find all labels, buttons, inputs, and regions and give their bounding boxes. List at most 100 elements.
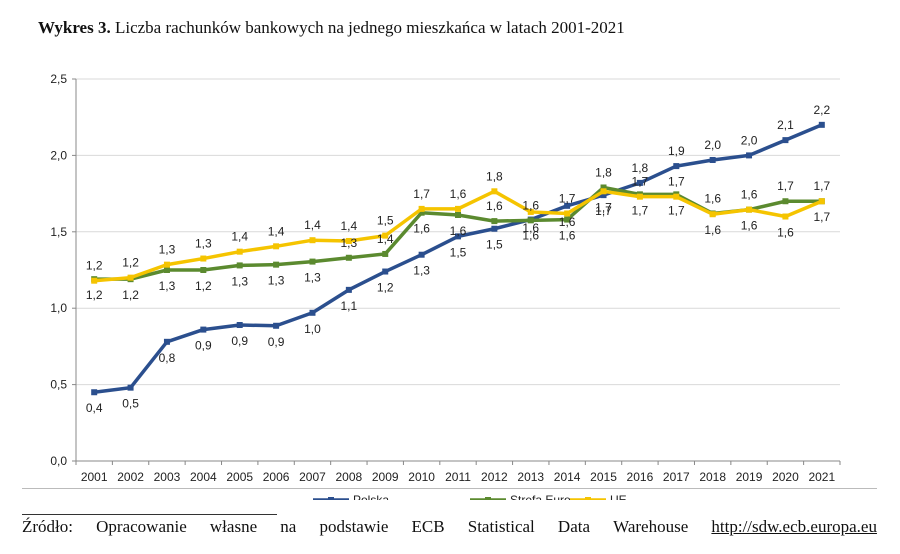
data-label-strefa-euro: 1,6 (522, 198, 539, 212)
x-tick-label: 2016 (627, 470, 654, 484)
data-point-polska (746, 152, 753, 159)
data-point-polska (564, 202, 571, 209)
legend-swatch-marker (328, 497, 334, 500)
data-label-ue: 1,6 (450, 187, 467, 201)
data-point-ue (273, 243, 280, 250)
data-point-ue (418, 205, 425, 212)
data-point-strefa-euro (309, 258, 316, 265)
data-label-strefa-euro: 1,3 (231, 274, 248, 288)
data-label-polska: 2,1 (777, 118, 794, 132)
data-point-strefa-euro (345, 254, 352, 261)
data-label-ue: 1,6 (741, 219, 758, 233)
source-word: podstawie (319, 517, 389, 536)
data-point-polska (273, 322, 280, 329)
chart-title: Wykres 3. Liczba rachunków bankowych na … (38, 18, 625, 38)
legend-label: Strefa Euro (510, 493, 571, 500)
data-label-strefa-euro: 1,8 (595, 165, 612, 179)
data-label-polska: 1,9 (668, 144, 685, 158)
data-label-ue: 1,7 (813, 210, 830, 224)
x-tick-label: 2001 (81, 470, 108, 484)
data-point-ue (600, 188, 607, 195)
source-word: własne (209, 517, 258, 536)
data-label-ue: 1,4 (341, 219, 358, 233)
data-label-polska: 1,1 (341, 299, 358, 313)
data-point-polska (163, 338, 170, 345)
data-point-strefa-euro (273, 261, 280, 268)
data-label-ue: 1,4 (231, 230, 248, 244)
data-label-ue: 1,7 (559, 191, 576, 205)
legend-swatch-marker (585, 497, 591, 500)
data-point-ue (127, 274, 134, 281)
series-group (91, 121, 825, 396)
legend: Polska Strefa Euro UE (313, 493, 627, 500)
data-point-polska (782, 137, 789, 144)
data-point-polska (491, 225, 498, 232)
source-link[interactable]: http://sdw.ecb.europa.eu (711, 517, 877, 536)
data-label-polska: 1,2 (377, 281, 394, 295)
data-label-polska: 1,7 (595, 204, 612, 218)
data-point-ue (818, 198, 825, 205)
data-label-ue: 1,6 (704, 223, 721, 237)
data-point-strefa-euro (600, 184, 607, 191)
legend-item-ue: UE (570, 493, 627, 500)
data-labels: 0,4 0,50,80,9 0,9 0,91,01,11,21,31,51,51,61… (86, 103, 831, 415)
source-word: Warehouse (613, 517, 689, 536)
data-label-strefa-euro: 1,7 (668, 203, 685, 217)
data-point-ue (309, 237, 316, 244)
data-point-ue (455, 205, 461, 212)
data-label-ue: 1,6 (777, 226, 794, 240)
data-label-strefa-euro: 1,3 (268, 274, 285, 288)
x-tick-label: 2006 (263, 470, 290, 484)
chart-frame-bottom (22, 488, 877, 489)
source-word: Źródło: (22, 517, 73, 536)
data-label-polska: 1,3 (413, 264, 430, 278)
data-label-ue: 1,4 (268, 224, 285, 238)
line-chart: 0,00,51,01,52,02,5 2001 2002 2003 2004 2005 2… (50, 72, 841, 500)
legend-label: Polska (353, 493, 389, 500)
data-label-strefa-euro: 1,2 (195, 279, 212, 293)
data-point-ue (709, 211, 716, 218)
data-point-ue (673, 193, 680, 200)
data-label-polska: 1,5 (486, 238, 503, 252)
data-label-polska: 2,0 (741, 133, 758, 147)
data-label-strefa-euro: 1,2 (86, 288, 103, 302)
data-label-ue: 1,7 (668, 175, 685, 189)
data-label-ue: 1,6 (522, 221, 539, 235)
y-tick-label: 0,0 (50, 454, 67, 468)
x-tick-label: 2008 (336, 470, 363, 484)
data-label-ue: 1,7 (595, 200, 612, 214)
data-label-strefa-euro: 1,3 (159, 279, 176, 293)
data-label-strefa-euro: 1,4 (377, 232, 394, 246)
x-tick-label: 2013 (517, 470, 544, 484)
data-point-polska (636, 179, 643, 186)
x-tick-label: 2020 (772, 470, 799, 484)
data-point-polska (91, 389, 98, 396)
y-tick-labels: 0,0 0,5 1,0 1,5 2,0 2,5 (50, 72, 67, 468)
data-point-ue (200, 255, 207, 262)
data-point-polska (418, 251, 425, 258)
data-label-strefa-euro: 1,7 (777, 179, 794, 193)
data-point-ue (91, 277, 98, 284)
source-word: ECB (411, 517, 445, 536)
data-point-polska (345, 286, 352, 293)
data-point-ue (527, 208, 534, 215)
source-word: Opracowanie (96, 517, 187, 536)
footnote-rule (22, 514, 277, 515)
x-tick-label: 2009 (372, 470, 399, 484)
data-label-ue: 1,2 (122, 256, 139, 270)
data-point-ue (491, 188, 498, 195)
data-point-polska (309, 309, 316, 316)
source-note: Źródło: Opracowanie własne na podstawie ECB St… (22, 517, 877, 537)
legend-swatch-marker (485, 497, 491, 500)
data-label-strefa-euro: 1,6 (450, 224, 467, 238)
data-point-strefa-euro (382, 250, 389, 257)
x-tick-label: 2007 (299, 470, 326, 484)
series-polska (91, 121, 825, 396)
axes (72, 78, 841, 465)
data-point-polska (709, 156, 716, 163)
data-label-polska: 0,9 (195, 339, 212, 353)
data-label-polska: 0,5 (122, 397, 139, 411)
data-point-polska (600, 192, 607, 199)
x-tick-labels: 2001 2002 2003 2004 2005 2006 2007 2008 2009 2010… (81, 470, 836, 484)
data-label-strefa-euro: 1,2 (122, 288, 139, 302)
